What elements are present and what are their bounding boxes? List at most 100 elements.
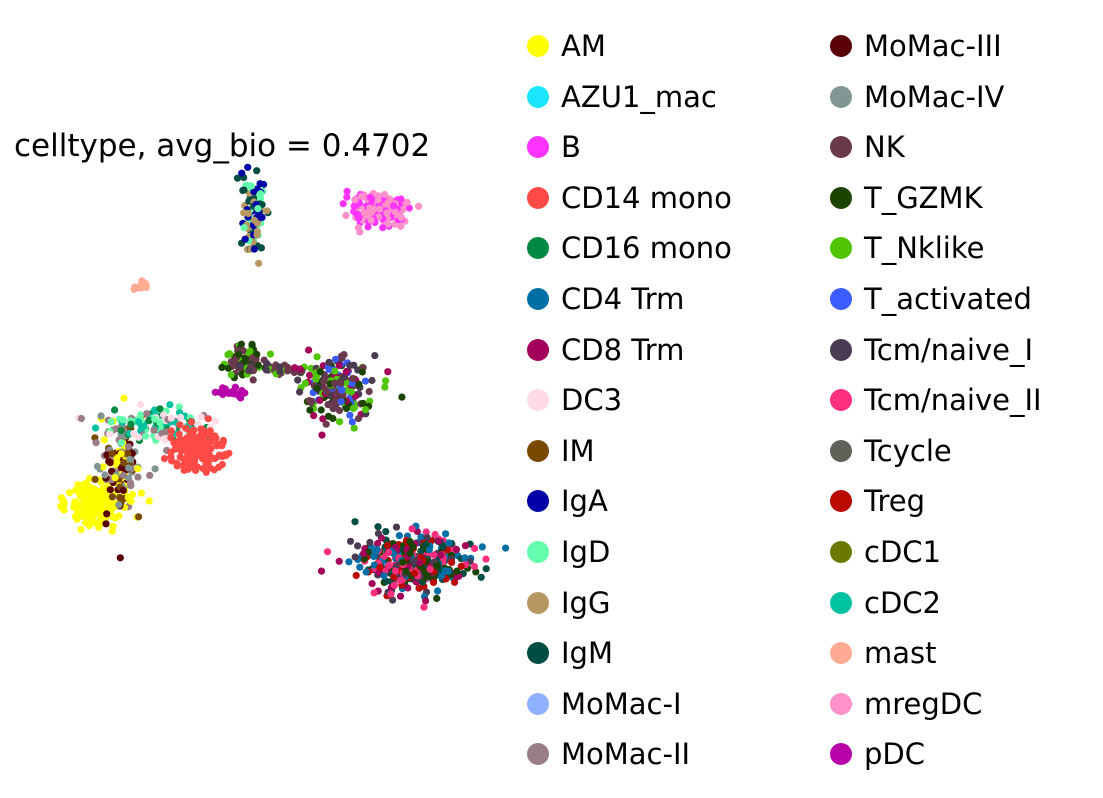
scatter-point: [360, 555, 368, 563]
legend-label: CD4 Trm: [561, 282, 685, 316]
scatter-point: [319, 415, 327, 423]
scatter-point: [385, 561, 393, 570]
scatter-point: [374, 529, 382, 538]
legend-item: Tcm/naive_I: [830, 330, 1033, 370]
scatter-point: [368, 376, 376, 385]
scatter-point: [263, 360, 271, 368]
scatter-point: [175, 445, 184, 453]
legend-label: IgA: [561, 484, 608, 519]
scatter-point: [99, 463, 107, 471]
scatter-point: [199, 465, 207, 473]
scatter-point: [339, 200, 347, 208]
scatter-point: [305, 346, 313, 354]
scatter-point: [73, 503, 81, 511]
scatter-point: [441, 567, 449, 575]
legend-item: NK: [830, 127, 905, 167]
scatter-point: [335, 361, 343, 369]
scatter-point: [356, 228, 364, 236]
scatter-point: [406, 537, 414, 546]
scatter-point: [142, 432, 150, 440]
scatter-point: [219, 439, 227, 447]
scatter-point: [145, 497, 153, 505]
scatter-point: [384, 199, 392, 207]
scatter-point: [249, 376, 257, 384]
scatter-point: [80, 510, 89, 518]
scatter-point: [229, 361, 238, 369]
scatter-point: [111, 514, 119, 522]
legend-label: CD8 Trm: [561, 332, 685, 367]
scatter-point: [134, 465, 142, 473]
legend-label: IgD: [561, 535, 611, 569]
scatter-point: [338, 354, 346, 362]
scatter-point: [151, 415, 159, 423]
legend-label: CD16 mono: [561, 231, 732, 266]
scatter-point: [241, 235, 249, 243]
scatter-point: [117, 450, 125, 458]
legend-label: AM: [561, 29, 606, 63]
scatter-point: [60, 506, 68, 514]
scatter-point: [445, 539, 453, 547]
scatter-point: [117, 426, 125, 435]
legend-swatch: [527, 136, 549, 159]
scatter-point: [126, 479, 135, 487]
scatter-point: [130, 429, 138, 438]
legend-label: cDC2: [864, 585, 941, 620]
scatter-point: [348, 418, 356, 426]
scatter-point: [382, 577, 390, 585]
scatter-point: [91, 424, 100, 432]
scatter-point: [362, 568, 370, 576]
scatter-point: [139, 283, 147, 291]
legend-label: T_GZMK: [864, 180, 983, 215]
scatter-point: [90, 493, 98, 501]
scatter-point: [266, 350, 275, 358]
scatter-point: [376, 205, 384, 213]
scatter-point: [482, 555, 490, 563]
scatter-point: [145, 417, 153, 425]
scatter-point: [111, 406, 119, 414]
scatter-point: [374, 539, 382, 548]
scatter-point: [399, 558, 407, 566]
scatter-point: [197, 413, 205, 421]
scatter-point: [241, 355, 249, 363]
scatter-point: [403, 198, 411, 206]
legend-item: CD4 Trm: [527, 279, 684, 319]
scatter-point: [316, 396, 324, 404]
scatter-point: [461, 554, 469, 562]
scatter-point: [106, 500, 114, 508]
scatter-point: [119, 486, 127, 494]
scatter-point: [106, 430, 114, 438]
scatter-point: [422, 597, 430, 605]
scatter-point: [193, 445, 201, 453]
legend-item: MoMac-I: [527, 684, 682, 724]
scatter-point: [135, 418, 143, 426]
scatter-point: [397, 195, 405, 203]
scatter-point: [178, 439, 186, 447]
legend-label: B: [561, 130, 581, 165]
scatter-point: [351, 553, 359, 561]
scatter-point: [240, 186, 248, 194]
scatter-point: [102, 520, 110, 528]
legend-swatch: [830, 186, 852, 209]
scatter-point: [81, 496, 89, 504]
scatter-point: [426, 565, 434, 573]
scatter-point: [347, 388, 355, 396]
scatter-point: [111, 474, 119, 482]
scatter-point: [381, 383, 389, 391]
scatter-point: [345, 558, 353, 566]
legend-swatch: [527, 85, 549, 108]
scatter-point: [472, 568, 480, 576]
scatter-point: [368, 580, 376, 588]
legend-label: T_Nklike: [864, 231, 985, 266]
scatter-point: [244, 209, 252, 217]
scatter-point: [330, 403, 338, 411]
scatter-point: [457, 562, 465, 571]
scatter-point: [188, 435, 196, 443]
scatter-point: [85, 475, 93, 483]
legend-label: cDC1: [864, 535, 941, 569]
legend-label: mast: [864, 636, 937, 671]
scatter-point: [108, 527, 116, 535]
legend-item: IgD: [527, 532, 610, 572]
scatter-point: [134, 473, 142, 481]
scatter-point: [335, 406, 344, 415]
scatter-point: [106, 459, 114, 467]
